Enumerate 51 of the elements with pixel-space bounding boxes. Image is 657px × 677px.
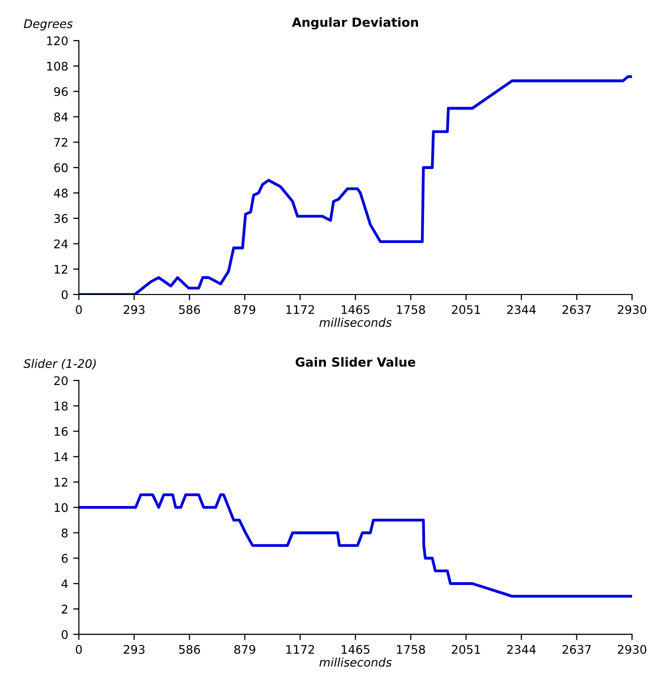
y-tick-label: 12 xyxy=(54,264,68,274)
x-tick-label: 2930 xyxy=(618,305,646,314)
y-tick-label: 2 xyxy=(62,604,68,614)
y-tick-label: 0 xyxy=(62,290,68,300)
x-tick-label: 0 xyxy=(76,305,82,314)
y-tick-label: 108 xyxy=(47,62,68,71)
y-tick-label: 6 xyxy=(62,554,68,563)
y-axis-title: Degrees xyxy=(24,19,73,30)
x-tick-label: 2930 xyxy=(618,644,646,654)
x-tick-label: 2637 xyxy=(562,644,591,654)
x-tick-label: 879 xyxy=(234,305,256,314)
x-tick-label: 586 xyxy=(179,644,200,654)
y-axis-title: Slider (1-20) xyxy=(24,358,96,370)
x-tick-label: 1465 xyxy=(342,305,370,314)
x-tick-label: 1172 xyxy=(286,644,314,654)
y-tick-label: 120 xyxy=(47,36,68,46)
y-tick-label: 20 xyxy=(54,376,68,386)
x-axis-title: milliseconds xyxy=(319,318,392,327)
x-tick-label: 1758 xyxy=(397,305,425,314)
y-tick-label: 18 xyxy=(54,402,68,411)
y-tick-label: 60 xyxy=(54,163,68,172)
x-tick-label: 1465 xyxy=(342,644,370,654)
x-tick-label: 2637 xyxy=(562,305,591,314)
x-tick-label: 2051 xyxy=(452,644,480,654)
x-tick-label: 0 xyxy=(76,644,82,654)
x-tick-label: 293 xyxy=(124,644,144,654)
y-tick-label: 14 xyxy=(54,452,68,462)
y-tick-label: 12 xyxy=(54,478,68,487)
line-series xyxy=(78,493,632,598)
y-tick-label: 72 xyxy=(54,138,68,147)
x-tick-label: 1758 xyxy=(397,644,425,654)
x-axis-title: milliseconds xyxy=(319,658,392,667)
chart-title: Angular Deviation xyxy=(292,17,418,30)
x-tick-label: 2344 xyxy=(507,644,536,654)
y-tick-label: 48 xyxy=(54,188,68,198)
x-tick-label: 2344 xyxy=(507,305,536,314)
y-tick-label: 84 xyxy=(54,112,68,122)
y-tick-label: 96 xyxy=(54,87,68,96)
x-tick-label: 2051 xyxy=(452,305,480,314)
x-tick-label: 586 xyxy=(179,305,200,314)
x-tick-label: 879 xyxy=(234,644,256,654)
y-tick-label: 16 xyxy=(54,426,68,436)
y-tick-label: 8 xyxy=(62,528,68,538)
y-tick-label: 24 xyxy=(54,239,68,248)
y-tick-label: 0 xyxy=(62,630,68,639)
x-tick-label: 1172 xyxy=(286,305,314,314)
y-tick-label: 4 xyxy=(61,579,68,588)
x-tick-label: 293 xyxy=(124,305,144,314)
y-tick-label: 10 xyxy=(54,503,68,512)
chart-title: Gain Slider Value xyxy=(296,357,416,367)
y-tick-label: 36 xyxy=(54,214,68,223)
